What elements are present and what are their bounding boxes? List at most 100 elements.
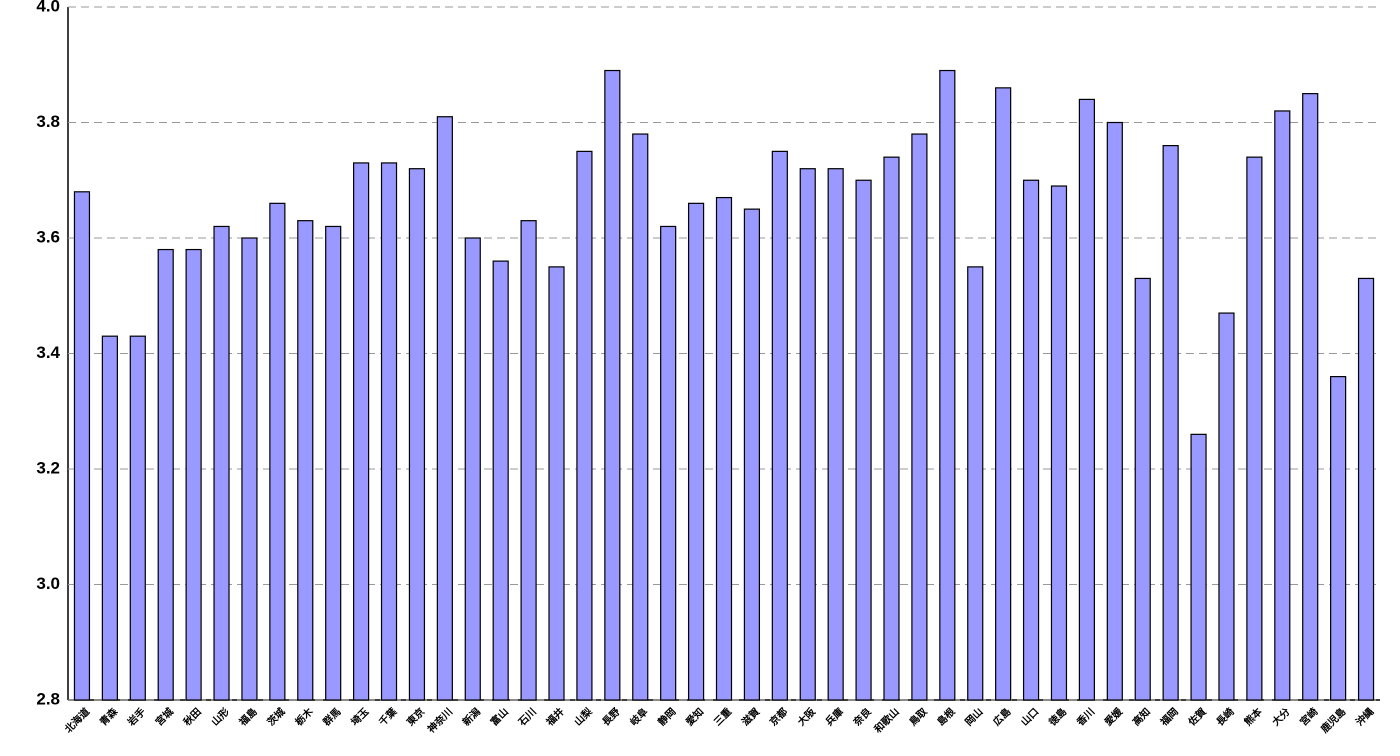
bar [604, 69, 621, 701]
x-tick-label: 佐賀 [1185, 705, 1209, 729]
bar [408, 168, 426, 701]
bar [269, 202, 286, 701]
y-tick-label: 3.2 [36, 458, 60, 477]
bar [1162, 145, 1179, 701]
bar [743, 208, 761, 701]
bar [548, 266, 565, 701]
bar [1134, 277, 1151, 701]
y-tick-label: 2.8 [36, 689, 60, 708]
y-tick-label: 3.0 [36, 574, 60, 593]
bar [799, 168, 816, 701]
bar [632, 133, 649, 701]
x-tick-label: 大阪 [795, 704, 819, 728]
bar [73, 191, 91, 701]
bar [325, 225, 342, 701]
x-tick-label: 岐阜 [627, 705, 650, 728]
bar [1078, 98, 1095, 701]
x-tick-label: 山口 [1018, 705, 1041, 728]
x-tick-label: 奈良 [850, 705, 874, 729]
bar [911, 133, 928, 701]
bar [883, 156, 900, 701]
x-tick-label: 青森 [97, 704, 121, 728]
bar [297, 220, 314, 701]
bar [213, 225, 230, 701]
x-tick-label: 島根 [934, 705, 957, 728]
y-tick-label: 3.6 [36, 227, 60, 246]
x-tick-label: 福井 [543, 705, 567, 729]
bar [967, 266, 984, 701]
x-tick-label: 和歌山 [871, 705, 902, 736]
x-tick-label: 新潟 [460, 705, 483, 728]
x-tick-label: 山形 [208, 705, 231, 728]
bar [1218, 312, 1235, 701]
x-tick-label: 富山 [488, 705, 511, 728]
bar [1274, 110, 1291, 701]
bar [1190, 433, 1207, 701]
x-tick-label: 徳島 [1045, 705, 1069, 729]
x-tick-label: 大分 [1269, 705, 1292, 728]
bar [1330, 376, 1347, 701]
x-tick-label: 高知 [1130, 705, 1153, 728]
x-tick-label: 栃木 [292, 704, 316, 728]
x-tick-label: 埼玉 [348, 705, 371, 728]
x-tick-label: 福島 [236, 705, 260, 729]
bar [1050, 185, 1068, 701]
x-tick-label: 長崎 [1213, 705, 1236, 728]
bar [1302, 93, 1319, 701]
bar [380, 162, 398, 701]
x-tick-label: 北海道 [62, 705, 92, 735]
bar [241, 237, 258, 701]
bar [1246, 156, 1263, 701]
x-tick-label: 長野 [600, 706, 623, 729]
y-tick-label: 4.0 [36, 0, 60, 15]
bar [771, 150, 788, 701]
bar [995, 87, 1012, 701]
x-tick-label: 秋田 [181, 705, 204, 728]
bar [436, 116, 453, 701]
x-tick-label: 福岡 [1157, 705, 1181, 729]
bar [715, 196, 733, 701]
x-tick-label: 東京 [404, 705, 427, 728]
x-tick-label: 兵庫 [823, 705, 846, 728]
bar [185, 248, 202, 701]
x-tick-label: 群馬 [320, 705, 343, 728]
bar [1357, 277, 1375, 701]
x-tick-label: 滋賀 [739, 705, 762, 728]
x-tick-label: 愛知 [683, 705, 706, 728]
bar [464, 237, 481, 701]
bar [157, 248, 174, 701]
x-tick-label: 広島 [990, 705, 1013, 728]
bar [660, 225, 677, 701]
bar [827, 168, 844, 701]
x-tick-label: 静岡 [655, 705, 678, 728]
x-tick-label: 愛媛 [1102, 704, 1126, 728]
x-tick-label: 宮崎 [1297, 705, 1320, 728]
bar [520, 220, 537, 701]
x-tick-label: 石川 [516, 706, 539, 729]
x-tick-label: 岩手 [124, 705, 148, 729]
bar [1106, 121, 1123, 701]
y-tick-label: 3.4 [36, 343, 60, 362]
x-tick-label: 鹿児島 [1318, 705, 1348, 735]
x-tick-label: 三重 [711, 705, 734, 728]
x-tick-label: 岡山 [962, 705, 985, 728]
y-tick-label: 3.8 [36, 112, 60, 131]
x-tick-label: 香川 [1074, 705, 1097, 728]
bar [576, 150, 593, 701]
x-tick-label: 沖縄 [1353, 705, 1376, 728]
x-tick-label: 熊本 [1241, 704, 1265, 728]
bar [939, 69, 956, 701]
x-tick-label: 神奈川 [425, 705, 455, 735]
bar [129, 335, 146, 701]
x-tick-label: 山梨 [571, 704, 595, 728]
x-tick-label: 鳥取 [906, 704, 930, 728]
bar [855, 179, 872, 701]
bar [492, 260, 509, 701]
x-tick-label: 京都 [767, 705, 790, 728]
bar [1022, 179, 1040, 701]
bar [353, 162, 370, 701]
x-tick-label: 宮城 [153, 705, 176, 728]
bar [101, 335, 118, 701]
bar [687, 202, 705, 701]
